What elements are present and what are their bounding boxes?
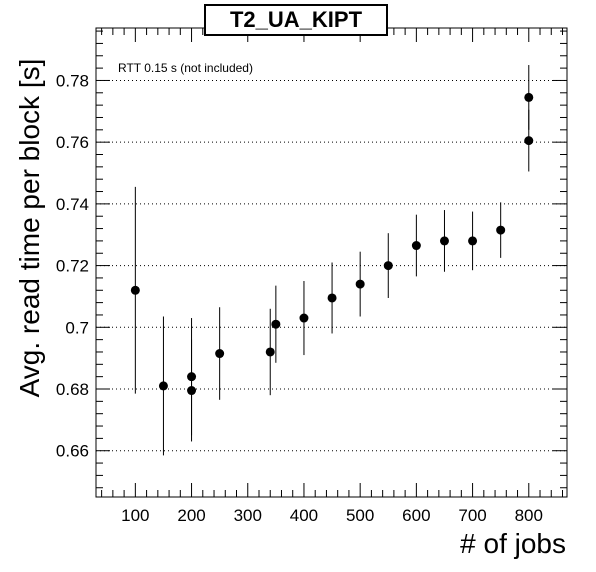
y-axis-label: Avg. read time per block [s] (14, 58, 45, 398)
x-tick-label: 800 (515, 506, 543, 525)
x-tick-label: 200 (177, 506, 205, 525)
y-tick-label: 0.66 (56, 442, 89, 461)
data-point (158, 381, 168, 391)
x-tick-label: 100 (121, 506, 149, 525)
chart-annotation: RTT 0.15 s (not included) (118, 61, 253, 75)
x-tick-label: 500 (346, 506, 374, 525)
data-point (265, 347, 275, 357)
data-point (411, 241, 421, 251)
data-point (299, 313, 309, 323)
data-point (439, 236, 449, 246)
data-point (468, 236, 478, 246)
data-point (524, 136, 534, 146)
x-tick-label: 700 (458, 506, 486, 525)
x-axis-label: # of jobs (460, 528, 566, 559)
y-tick-label: 0.7 (65, 318, 89, 337)
data-point (496, 225, 506, 235)
chart-title: T2_UA_KIPT (204, 4, 388, 36)
y-tick-label: 0.78 (56, 71, 89, 90)
x-tick-label: 400 (290, 506, 318, 525)
data-point (187, 386, 197, 396)
data-point (271, 319, 281, 329)
x-tick-label: 300 (234, 506, 262, 525)
data-point (383, 261, 393, 271)
x-tick-label: 600 (402, 506, 430, 525)
data-point (327, 293, 337, 303)
data-point (355, 279, 365, 289)
data-point (215, 349, 225, 359)
y-tick-label: 0.76 (56, 133, 89, 152)
data-point (130, 285, 140, 295)
y-tick-label: 0.72 (56, 257, 89, 276)
plot-frame (95, 27, 568, 498)
data-point (524, 92, 534, 102)
y-tick-label: 0.68 (56, 380, 89, 399)
y-tick-label: 0.74 (56, 195, 89, 214)
